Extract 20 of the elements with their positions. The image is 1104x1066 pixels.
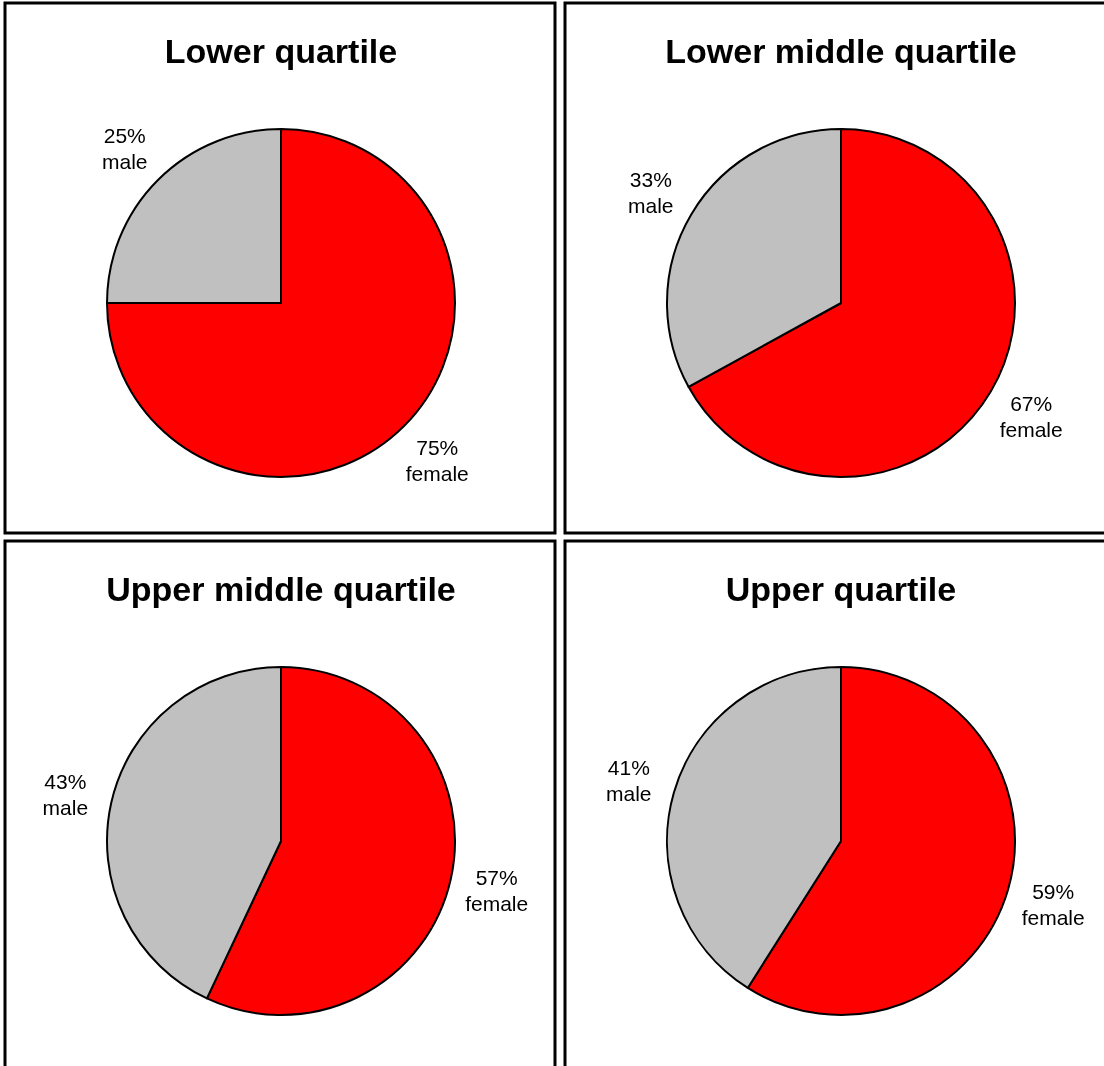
slice-label: female bbox=[999, 418, 1063, 442]
chart-title: Upper middle quartile bbox=[106, 570, 456, 608]
chart-title: Upper quartile bbox=[725, 570, 957, 608]
slice-label: male bbox=[606, 782, 652, 806]
slice-label: male bbox=[42, 795, 89, 819]
slice-label: female bbox=[1021, 905, 1085, 929]
slice-label: male bbox=[628, 193, 674, 217]
chart-title: Lower quartile bbox=[164, 32, 398, 70]
data-label: 43% bbox=[44, 769, 87, 793]
data-label: 41% bbox=[607, 756, 650, 780]
slice-label: male bbox=[101, 149, 148, 173]
data-label: 25% bbox=[103, 123, 146, 147]
data-label: 33% bbox=[629, 167, 672, 191]
data-label: 59% bbox=[1032, 879, 1075, 903]
chart-title: Lower middle quartile bbox=[665, 32, 1017, 70]
data-label: 75% bbox=[416, 436, 459, 460]
slice-label: female bbox=[465, 892, 529, 916]
data-label: 57% bbox=[475, 866, 518, 890]
slice-label: female bbox=[405, 462, 469, 486]
data-label: 67% bbox=[1010, 392, 1053, 416]
